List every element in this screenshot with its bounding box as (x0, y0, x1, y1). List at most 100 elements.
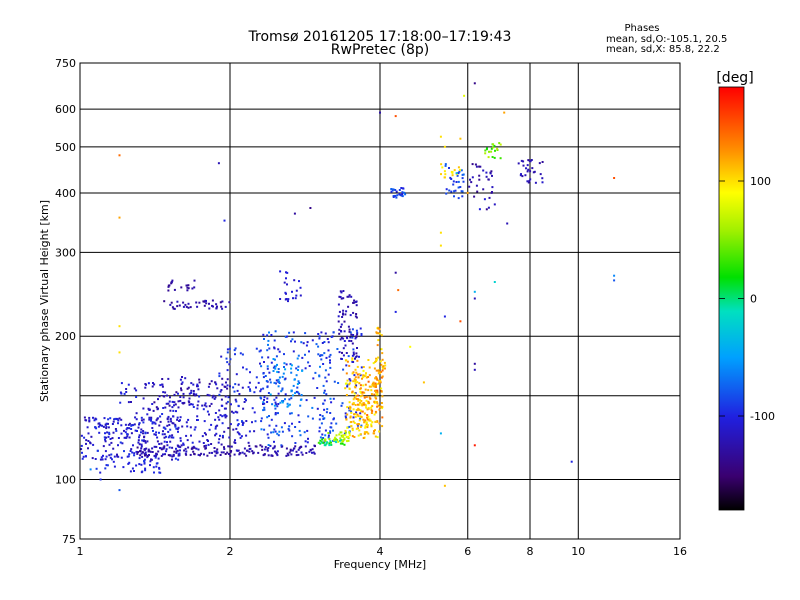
data-point (118, 325, 121, 328)
data-point (321, 433, 324, 436)
data-point (290, 389, 293, 392)
data-point (122, 466, 125, 469)
data-point (306, 429, 309, 432)
data-point (285, 454, 288, 457)
data-point (297, 369, 299, 371)
data-point (352, 348, 355, 351)
data-point (376, 344, 379, 347)
data-point (155, 462, 158, 465)
data-point (450, 190, 453, 193)
data-point (224, 407, 227, 410)
data-point (237, 449, 240, 452)
data-point (175, 451, 178, 454)
data-point (364, 388, 367, 391)
data-point (490, 147, 493, 150)
data-point (125, 436, 128, 439)
data-point (172, 454, 175, 457)
data-point (138, 457, 141, 460)
data-point (133, 454, 136, 457)
data-point (149, 460, 152, 463)
data-point (348, 294, 351, 297)
data-point (283, 353, 285, 356)
data-point (342, 354, 345, 357)
data-point (135, 412, 138, 415)
data-point (346, 385, 349, 388)
data-point (347, 305, 350, 308)
data-point (350, 333, 353, 336)
data-point (143, 461, 146, 464)
data-point (226, 348, 229, 351)
data-point (83, 416, 86, 419)
data-point (378, 371, 381, 374)
data-point (378, 328, 381, 331)
data-point (180, 387, 182, 390)
data-point (377, 339, 380, 342)
data-point (254, 420, 257, 423)
data-point (120, 432, 123, 435)
data-point (137, 441, 140, 444)
data-point (179, 399, 182, 402)
data-point (381, 416, 384, 419)
data-point (346, 406, 349, 409)
data-point (375, 377, 378, 380)
data-point (111, 458, 113, 461)
data-point (362, 366, 365, 368)
data-point (158, 443, 161, 445)
data-point (221, 383, 224, 386)
data-point (356, 333, 359, 336)
data-point (151, 447, 154, 450)
data-point (227, 453, 230, 455)
data-point (246, 449, 249, 452)
data-point (95, 467, 98, 470)
x-tick-label: 8 (527, 545, 534, 558)
data-point (193, 279, 196, 282)
data-point (295, 294, 298, 297)
data-point (165, 448, 168, 451)
data-point (351, 342, 354, 345)
data-point (149, 464, 151, 467)
data-point (203, 420, 206, 423)
data-point (227, 427, 230, 430)
data-point (223, 414, 226, 417)
data-point (187, 400, 190, 403)
data-point (167, 430, 170, 433)
data-point (172, 415, 175, 418)
y-tick-label: 200 (55, 330, 76, 343)
data-point (187, 306, 190, 309)
data-point (390, 188, 393, 190)
data-point (356, 413, 359, 416)
data-point (354, 368, 357, 371)
data-point (330, 443, 333, 446)
data-point (357, 423, 360, 425)
data-point (301, 356, 304, 359)
data-point (167, 377, 170, 380)
data-point (118, 489, 121, 492)
data-point (348, 432, 351, 435)
data-point (171, 458, 173, 461)
data-point (226, 451, 229, 454)
data-point (381, 405, 384, 408)
data-point (353, 299, 356, 302)
data-point (254, 445, 257, 448)
data-point (286, 452, 289, 455)
data-point (179, 449, 181, 452)
data-point (461, 177, 464, 180)
data-point (155, 431, 158, 434)
data-point (232, 428, 235, 431)
data-point (220, 355, 223, 358)
data-point (225, 381, 227, 384)
data-point (276, 450, 279, 453)
data-point (273, 404, 276, 407)
data-point (308, 365, 311, 367)
data-point (367, 359, 370, 361)
data-point (373, 400, 376, 403)
data-point (166, 417, 169, 420)
data-point (90, 435, 93, 438)
data-point (165, 435, 167, 438)
chart-subtitle: RwPretec (8p) (331, 42, 429, 58)
data-point (329, 359, 331, 362)
data-point (245, 399, 247, 402)
data-point (128, 427, 131, 430)
data-point (376, 389, 379, 392)
data-point (268, 347, 271, 350)
